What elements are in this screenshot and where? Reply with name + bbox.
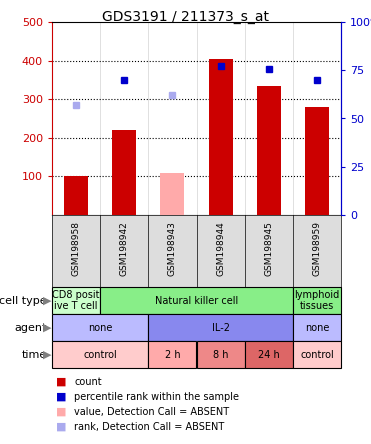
Text: lymphoid
tissues: lymphoid tissues: [294, 289, 339, 311]
Text: value, Detection Call = ABSENT: value, Detection Call = ABSENT: [74, 407, 229, 416]
Text: rank, Detection Call = ABSENT: rank, Detection Call = ABSENT: [74, 421, 224, 432]
Bar: [64, 176, 88, 215]
Text: time: time: [22, 349, 47, 360]
Bar: [293, 341, 341, 368]
Text: count: count: [74, 377, 102, 386]
Text: IL-2: IL-2: [211, 322, 230, 333]
Bar: [293, 287, 341, 314]
Text: ■: ■: [56, 377, 66, 386]
Bar: [197, 341, 244, 368]
Text: none: none: [88, 322, 112, 333]
Bar: [52, 287, 100, 314]
Bar: [52, 314, 148, 341]
Bar: [100, 287, 293, 314]
Text: GSM198943: GSM198943: [168, 221, 177, 276]
Bar: [257, 86, 281, 215]
Text: GSM198942: GSM198942: [120, 221, 129, 276]
Text: Natural killer cell: Natural killer cell: [155, 296, 238, 305]
Text: 8 h: 8 h: [213, 349, 228, 360]
Bar: [244, 341, 293, 368]
Text: ■: ■: [56, 421, 66, 432]
Text: cell type: cell type: [0, 296, 47, 305]
Text: none: none: [305, 322, 329, 333]
Bar: [293, 314, 341, 341]
Text: control: control: [83, 349, 117, 360]
Bar: [112, 130, 136, 215]
Text: ■: ■: [56, 392, 66, 401]
Text: ▶: ▶: [43, 349, 51, 360]
Text: GSM198944: GSM198944: [216, 221, 225, 276]
Text: GDS3191 / 211373_s_at: GDS3191 / 211373_s_at: [102, 10, 269, 24]
Bar: [148, 314, 293, 341]
Text: GSM198959: GSM198959: [312, 221, 321, 276]
Text: CD8 posit
ive T cell: CD8 posit ive T cell: [52, 289, 100, 311]
Bar: [148, 341, 197, 368]
Text: 24 h: 24 h: [258, 349, 280, 360]
Bar: [52, 341, 148, 368]
Text: GSM198958: GSM198958: [72, 221, 81, 276]
Text: GSM198945: GSM198945: [264, 221, 273, 276]
Bar: [160, 173, 184, 215]
Text: agent: agent: [14, 322, 47, 333]
Text: ▶: ▶: [43, 296, 51, 305]
Bar: [209, 59, 233, 215]
Text: ■: ■: [56, 407, 66, 416]
Bar: [305, 107, 329, 215]
Text: percentile rank within the sample: percentile rank within the sample: [74, 392, 239, 401]
Text: ▶: ▶: [43, 322, 51, 333]
Text: 2 h: 2 h: [165, 349, 180, 360]
Text: control: control: [300, 349, 334, 360]
